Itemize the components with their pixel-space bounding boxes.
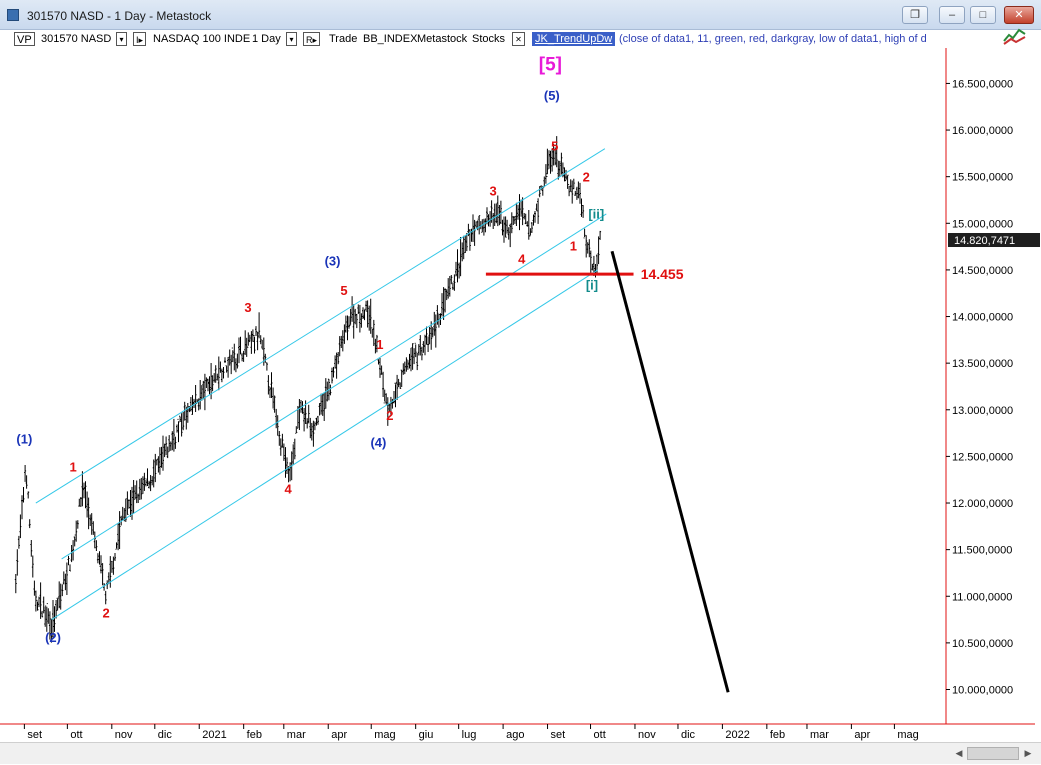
month-label: mar [810,729,829,741]
month-label: nov [115,729,133,741]
month-label: ago [506,729,524,741]
period-label: 1 Day [252,33,281,45]
wave-label: 3 [244,300,251,315]
vp-button[interactable]: VP [14,32,35,46]
month-label: mar [287,729,306,741]
price-axis-label: 12.000,0000 [952,498,1013,510]
metastock-app-icon [7,9,19,21]
month-label: set [551,729,566,741]
indicator-name[interactable]: JK_TrendUpDw [532,32,616,46]
wave-label: 1 [69,459,76,474]
price-axis-label: 13.500,0000 [952,358,1013,370]
support-level-label: 14.455 [641,266,684,282]
price-chart[interactable]: 16.500,0000 16.000,0000 15.500,0000 15.000,… [0,48,1041,742]
month-label: ott [594,729,606,741]
price-axis-label: 15.500,0000 [952,172,1013,184]
wave-label: 1 [570,238,577,253]
provider-label: Metastock [417,33,468,45]
scroll-thumb[interactable] [967,747,1019,760]
month-label: mag [374,729,395,741]
month-label: apr [854,729,870,741]
price-axis-label: 13.000,0000 [952,405,1013,417]
month-label: lug [462,729,477,741]
channel-line-middle [61,213,607,560]
month-label: dic [681,729,696,741]
price-axis-label: 16.000,0000 [952,125,1013,137]
wave-label: 5 [551,139,558,154]
wave-label: [5] [539,54,562,75]
month-label: feb [247,729,262,741]
wave-label: 4 [284,482,292,497]
symbol-label: 301570 NASD [41,33,112,45]
r-marker-button[interactable]: R▸ [303,32,321,46]
channel-line-lower [51,269,598,620]
minimize-button[interactable]: – [939,6,965,24]
price-axis-label: 10.500,0000 [952,638,1013,650]
wave-label: [ii] [588,207,604,222]
month-label: ott [70,729,82,741]
wave-label: (1) [16,431,32,446]
wave-label: 1 [376,337,383,352]
price-axis-label: 14.000,0000 [952,312,1013,324]
month-label: set [27,729,42,741]
month-label: nov [638,729,656,741]
projection-line [610,250,730,693]
remove-icon[interactable]: ✕ [512,32,525,46]
period-dropdown-icon[interactable]: ▾ [286,32,297,46]
price-axis-label: 11.500,0000 [952,545,1012,557]
trading-signals-icon[interactable] [1003,26,1027,46]
wave-label: 2 [386,408,393,423]
wave-label: (3) [325,253,341,268]
current-price-label: 14.820,7471 [954,235,1015,247]
month-label: dic [158,729,173,741]
close-button[interactable]: ✕ [1004,6,1034,24]
wave-label: 3 [489,183,496,198]
price-axis-label: 12.500,0000 [952,451,1013,463]
price-axis-label: 16.500,0000 [952,78,1013,90]
month-label: apr [331,729,347,741]
window-title: 301570 NASD - 1 Day - Metastock [27,9,212,23]
instrument-type-label: Stocks [472,33,506,45]
month-label: 2022 [725,729,749,741]
index-name-label: NASDAQ 100 INDE [153,33,251,45]
maximize-button[interactable]: □ [970,6,996,24]
horizontal-scrollbar[interactable]: ◀ ▶ [0,742,1041,764]
month-label: mag [897,729,918,741]
wave-label: 2 [102,606,109,621]
price-axis-label: 11.000,0000 [952,591,1012,603]
month-label: feb [770,729,785,741]
chart-toolbar: VP 301570 NASD ▾ I▸ NASDAQ 100 INDE 1 Da… [0,28,1041,48]
wave-label: (5) [544,88,560,103]
wave-label: (4) [370,435,386,450]
wave-label: [i] [586,277,598,292]
wave-label: 4 [518,251,526,266]
index-marker-button[interactable]: I▸ [133,32,147,46]
scroll-left-icon[interactable]: ◀ [955,748,963,758]
symbol-dropdown-icon[interactable]: ▾ [116,32,127,46]
wave-label: 2 [583,169,590,184]
price-axis-label: 14.500,0000 [952,265,1013,277]
wave-label: 5 [340,283,347,298]
price-axis-label: 15.000,0000 [952,218,1013,230]
scroll-right-icon[interactable]: ▶ [1024,748,1032,758]
wave-label: (2) [45,630,61,645]
channel-line-upper [35,148,606,504]
restore-inner-button[interactable]: ❐ [902,6,928,24]
data-source-label: BB_INDEX [363,33,418,45]
month-label: 2021 [202,729,226,741]
price-axis-label: 10.000,0000 [952,685,1013,697]
trade-label: Trade [329,33,358,45]
current-price-marker [948,233,1040,248]
window-titlebar: 301570 NASD - 1 Day - Metastock ❐ – □ ✕ [0,0,1041,30]
indicator-params: (close of data1, 11, green, red, darkgra… [619,33,927,45]
month-label: giu [419,729,434,741]
